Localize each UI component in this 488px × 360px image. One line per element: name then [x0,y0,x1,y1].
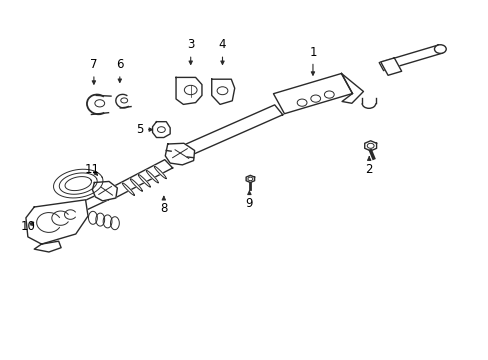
Circle shape [95,100,104,107]
Polygon shape [364,141,376,151]
Polygon shape [177,105,282,158]
Text: 8: 8 [160,196,167,215]
Text: 1: 1 [308,46,316,75]
Polygon shape [341,73,363,103]
Polygon shape [211,79,234,104]
Circle shape [297,99,306,106]
Polygon shape [106,160,172,198]
Text: 3: 3 [186,39,194,64]
Text: 9: 9 [245,191,253,210]
Polygon shape [154,166,166,179]
Polygon shape [152,122,170,138]
Polygon shape [138,175,150,187]
Polygon shape [122,183,134,195]
Polygon shape [165,143,194,165]
Polygon shape [34,241,61,252]
Polygon shape [65,177,91,190]
Polygon shape [380,58,401,75]
Text: 11: 11 [84,163,99,176]
Polygon shape [54,169,103,198]
Text: 10: 10 [21,220,36,233]
Circle shape [310,95,320,102]
Text: 5: 5 [135,123,152,136]
Circle shape [247,177,252,181]
Text: 2: 2 [365,157,372,176]
Circle shape [121,98,127,103]
Polygon shape [92,181,117,201]
Polygon shape [379,45,442,71]
Text: 4: 4 [218,39,226,64]
Circle shape [217,87,227,95]
Circle shape [157,127,165,132]
Circle shape [184,85,197,95]
Polygon shape [245,175,254,183]
Text: 7: 7 [90,58,98,84]
Polygon shape [26,200,88,244]
Polygon shape [56,193,108,221]
Circle shape [434,45,446,53]
Polygon shape [130,179,142,191]
Text: 6: 6 [116,58,123,82]
Polygon shape [273,73,352,114]
Circle shape [324,91,333,98]
Circle shape [366,143,373,148]
Polygon shape [176,77,202,104]
Polygon shape [146,170,158,183]
Polygon shape [59,173,97,194]
